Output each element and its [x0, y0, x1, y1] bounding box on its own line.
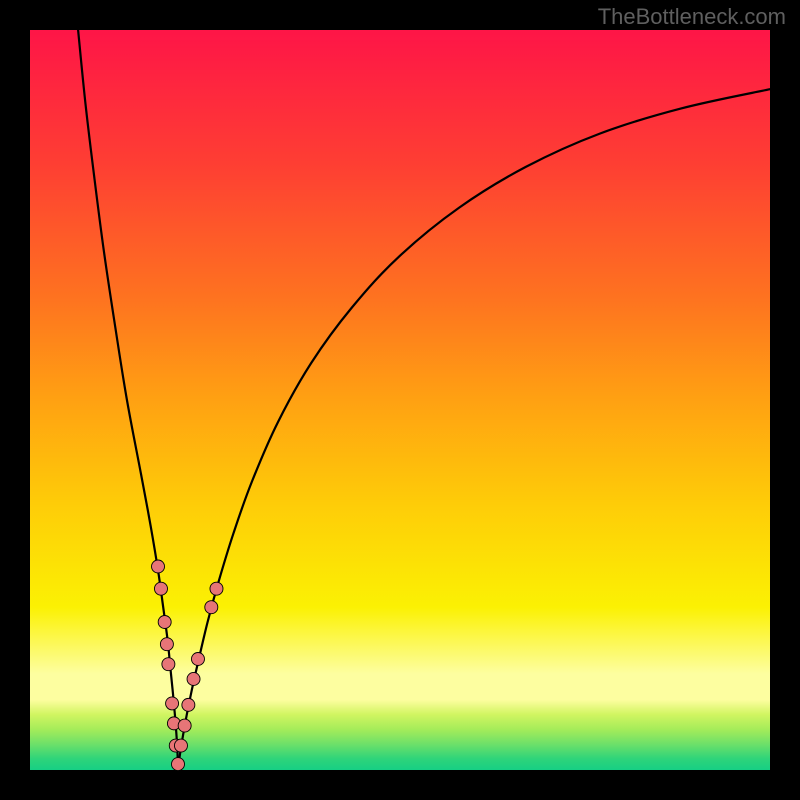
marker-dot [160, 638, 173, 651]
marker-dot [210, 582, 223, 595]
marker-dot [187, 672, 200, 685]
marker-dot [174, 739, 187, 752]
marker-dot [205, 601, 218, 614]
marker-dot [152, 560, 165, 573]
chart-svg [0, 0, 800, 800]
watermark-text: TheBottleneck.com [598, 4, 786, 30]
marker-dot [162, 658, 175, 671]
chart-canvas: TheBottleneck.com [0, 0, 800, 800]
marker-dot [154, 582, 167, 595]
marker-dot [178, 719, 191, 732]
marker-dot [182, 698, 195, 711]
marker-dot [158, 616, 171, 629]
marker-dot [191, 653, 204, 666]
plot-background [30, 30, 770, 770]
marker-dot [172, 758, 185, 771]
marker-dot [166, 697, 179, 710]
